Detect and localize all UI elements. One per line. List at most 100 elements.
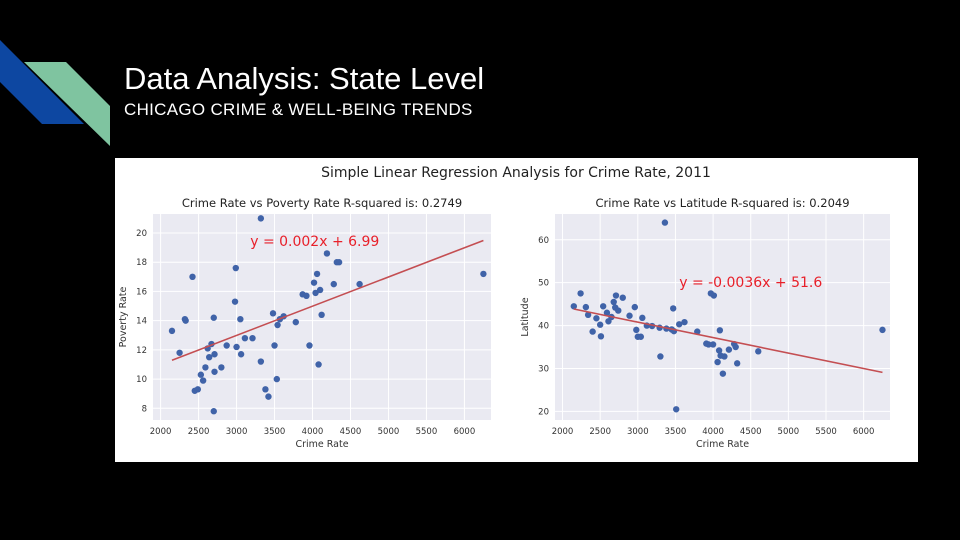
x-tick-label: 4500 [740, 427, 762, 437]
data-point [714, 358, 721, 366]
data-point [710, 292, 718, 299]
x-tick-label: 3000 [627, 427, 649, 437]
data-point [755, 348, 762, 355]
regression-figure-svg: Simple Linear Regression Analysis for Cr… [118, 165, 890, 450]
data-point [593, 315, 600, 322]
x-tick-label: 5500 [815, 427, 837, 437]
data-point [312, 289, 319, 297]
data-point [271, 342, 278, 349]
poverty-regression-line [171, 239, 484, 361]
x-tick-label: 3000 [226, 427, 248, 437]
latitude-regression-line [573, 308, 883, 374]
y-tick-label: 10 [136, 375, 147, 385]
data-point [315, 361, 322, 368]
decoration-blue-stripe [0, 40, 84, 124]
data-point [681, 318, 688, 326]
data-point [619, 294, 626, 301]
data-point [715, 347, 723, 354]
data-point [223, 342, 230, 349]
data-point [330, 280, 337, 288]
data-point [610, 298, 617, 306]
latitude-chart-title: Crime Rate vs Latitude R-squared is: 0.2… [595, 196, 849, 210]
data-point [210, 314, 217, 321]
data-point [335, 259, 343, 266]
data-point [639, 314, 646, 322]
y-tick-label: 12 [136, 346, 147, 356]
data-point [589, 328, 596, 335]
latitude-scatter-chart: 2000 2500 3000 3500 4000 4500 5000 5500 6000 20 30… [520, 196, 890, 450]
data-point [480, 270, 487, 278]
data-point [725, 346, 733, 353]
y-tick-label: 16 [136, 287, 147, 297]
data-point [197, 371, 205, 378]
data-point [176, 349, 183, 356]
data-point [310, 279, 318, 286]
data-point [669, 305, 677, 312]
data-point [657, 353, 664, 360]
data-point [269, 310, 277, 317]
slide-subtitle: CHICAGO CRIME & WELL-BEING TRENDS [124, 100, 473, 119]
decoration-green-stripe [24, 62, 110, 146]
data-point [733, 360, 741, 367]
data-point [673, 406, 680, 413]
data-point [199, 377, 207, 384]
data-point [633, 326, 640, 334]
data-point [596, 321, 604, 328]
latitude-y-axis-label: Latitude [520, 297, 531, 336]
data-point [292, 318, 299, 326]
slide-title: Data Analysis: State Level [124, 61, 485, 96]
figure-title: Simple Linear Regression Analysis for Cr… [321, 165, 711, 181]
x-tick-label: 5500 [416, 427, 438, 437]
data-point [189, 273, 196, 281]
data-point [599, 303, 607, 310]
x-tick-label: 3500 [665, 427, 687, 437]
y-tick-label: 8 [142, 404, 147, 414]
data-point [218, 364, 225, 371]
data-point [603, 309, 611, 316]
data-point [637, 333, 645, 340]
data-point [318, 311, 325, 319]
data-point [249, 334, 256, 342]
data-point [612, 292, 620, 299]
data-point [211, 368, 218, 375]
data-point [313, 270, 321, 278]
data-point [306, 342, 313, 349]
poverty-chart-title: Crime Rate vs Poverty Rate R-squared is:… [182, 196, 462, 210]
data-point [570, 303, 578, 310]
poverty-regression-equation: y = 0.002x + 6.99 [250, 234, 379, 250]
data-point [237, 351, 245, 358]
poverty-x-axis-label: Crime Rate [295, 439, 348, 450]
data-point [265, 393, 272, 400]
x-tick-label: 2500 [188, 427, 210, 437]
latitude-plot-area [555, 214, 890, 420]
poverty-y-axis-label: Poverty Rate [118, 286, 129, 347]
data-point [211, 351, 218, 358]
data-point [582, 303, 590, 311]
y-tick-label: 30 [538, 365, 549, 375]
data-point [233, 343, 240, 351]
data-point [168, 327, 176, 335]
data-point [262, 386, 269, 393]
data-point [323, 250, 331, 257]
x-tick-label: 3500 [264, 427, 286, 437]
data-point [597, 333, 605, 340]
y-tick-label: 20 [136, 229, 147, 239]
x-tick-label: 4000 [302, 427, 324, 437]
y-tick-label: 18 [136, 258, 147, 268]
data-point [257, 358, 265, 365]
data-point [716, 327, 724, 334]
data-point [237, 315, 244, 323]
corner-decoration [0, 40, 110, 146]
data-point [694, 328, 701, 335]
y-tick-label: 14 [136, 317, 147, 327]
data-point [721, 353, 728, 360]
y-tick-label: 40 [538, 322, 549, 332]
x-tick-label: 6000 [454, 427, 476, 437]
latitude-x-axis-label: Crime Rate [696, 439, 749, 450]
x-tick-label: 6000 [853, 427, 875, 437]
poverty-scatter-chart: 2000 2500 3000 3500 4000 4500 5000 5500 6000 8 10 1… [118, 196, 491, 450]
data-point [232, 264, 239, 272]
latitude-regression-equation: y = -0.0036x + 51.6 [679, 275, 822, 291]
data-point [257, 215, 265, 222]
data-point [202, 364, 209, 371]
